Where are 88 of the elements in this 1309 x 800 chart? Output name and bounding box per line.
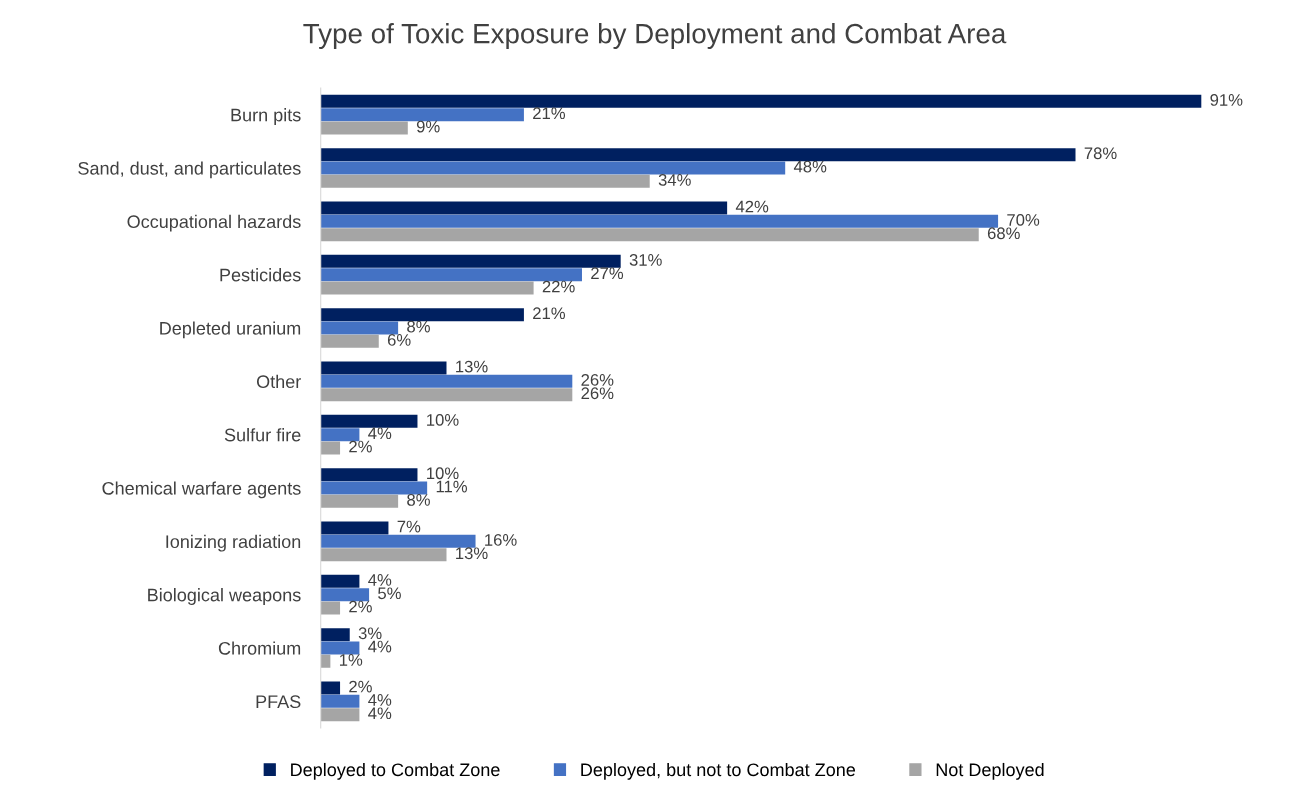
y-tick-label: Biological weapons	[148, 588, 301, 605]
data-label: 78%	[1084, 147, 1117, 160]
data-label: 31%	[629, 254, 662, 266]
y-tick-label: Chemical warfare agents	[102, 481, 301, 499]
legend-label: Deployed to Combat Zone	[291, 762, 500, 780]
bar	[320, 254, 621, 268]
data-label: 10%	[427, 414, 459, 426]
data-label: 7%	[397, 520, 421, 533]
bar	[320, 548, 447, 562]
bar	[320, 374, 573, 388]
data-label: 1%	[339, 654, 363, 666]
y-tick-label: Sand, dust, and particulates	[78, 161, 301, 179]
y-tick-label: PFAS	[256, 695, 301, 709]
bar	[320, 681, 341, 695]
data-label: 10%	[427, 467, 459, 480]
data-label: 21%	[533, 307, 566, 320]
data-label: 48%	[793, 160, 827, 173]
data-label: 8%	[407, 494, 430, 506]
data-label: 68%	[987, 227, 1020, 240]
bar	[320, 468, 418, 482]
bar	[320, 94, 1202, 108]
bar	[320, 414, 418, 428]
legend-label: Deployed, but not to Combat Zone	[581, 762, 856, 780]
bar	[320, 388, 573, 402]
bar	[320, 654, 331, 668]
bar	[320, 321, 399, 335]
bar	[320, 201, 728, 215]
bar	[320, 361, 447, 375]
data-label: 26%	[581, 374, 614, 386]
bar	[320, 628, 350, 642]
data-label: 22%	[542, 280, 575, 293]
data-label: 26%	[581, 387, 614, 400]
y-tick-label: Occupational hazards	[127, 214, 301, 232]
data-label: 3%	[358, 627, 382, 640]
data-label: 16%	[485, 534, 517, 546]
bar	[320, 174, 650, 188]
data-label: 2%	[349, 440, 372, 453]
y-tick-label: Chromium	[218, 641, 301, 655]
data-label: 13%	[456, 547, 488, 560]
data-label: 2%	[349, 600, 372, 613]
bar	[320, 574, 360, 588]
data-label: 13%	[456, 360, 488, 373]
bar	[320, 228, 979, 242]
bar	[320, 148, 1076, 162]
bar	[320, 494, 399, 508]
bar	[320, 708, 360, 722]
bar	[320, 214, 999, 228]
data-label: 27%	[591, 267, 624, 280]
data-label: 9%	[416, 120, 440, 133]
bar	[320, 441, 341, 455]
bar	[320, 521, 389, 535]
y-tick-label: Burn pits	[231, 108, 301, 125]
bar	[320, 588, 370, 602]
bar	[320, 161, 786, 175]
bar	[320, 108, 524, 122]
y-tick-label: Depleted uranium	[160, 321, 301, 339]
legend-label: Not Deployed	[936, 762, 1044, 780]
data-label: 42%	[735, 200, 769, 213]
bar	[320, 268, 582, 282]
data-label: 91%	[1210, 94, 1243, 106]
data-label: 4%	[368, 574, 392, 586]
data-label: 4%	[368, 640, 392, 653]
data-label: 8%	[407, 320, 430, 333]
bar	[320, 281, 534, 295]
data-label: 4%	[368, 694, 392, 706]
bar	[320, 534, 476, 548]
bar	[320, 428, 360, 442]
y-tick-label: Other	[256, 374, 301, 389]
data-label: 2%	[349, 680, 372, 693]
y-tick-label: Pesticides	[220, 268, 301, 282]
bar	[320, 334, 379, 348]
data-label: 11%	[436, 480, 468, 493]
bar	[320, 121, 408, 135]
bar	[320, 308, 524, 322]
bar	[320, 601, 341, 615]
data-label: 4%	[368, 427, 392, 440]
data-label: 4%	[368, 707, 392, 720]
chart-title: Type of Toxic Exposure by Deployment and Combat Area	[303, 23, 1007, 49]
data-label: 21%	[533, 107, 566, 120]
data-label: 34%	[658, 174, 691, 186]
bar	[320, 641, 360, 655]
y-tick-label: Ionizing radiation	[166, 534, 301, 552]
bar	[320, 694, 360, 708]
data-label: 70%	[1007, 214, 1040, 226]
y-tick-label: Sulfur fire	[224, 428, 301, 442]
data-label: 5%	[378, 587, 401, 600]
bar	[320, 481, 428, 495]
data-label: 6%	[387, 334, 411, 346]
